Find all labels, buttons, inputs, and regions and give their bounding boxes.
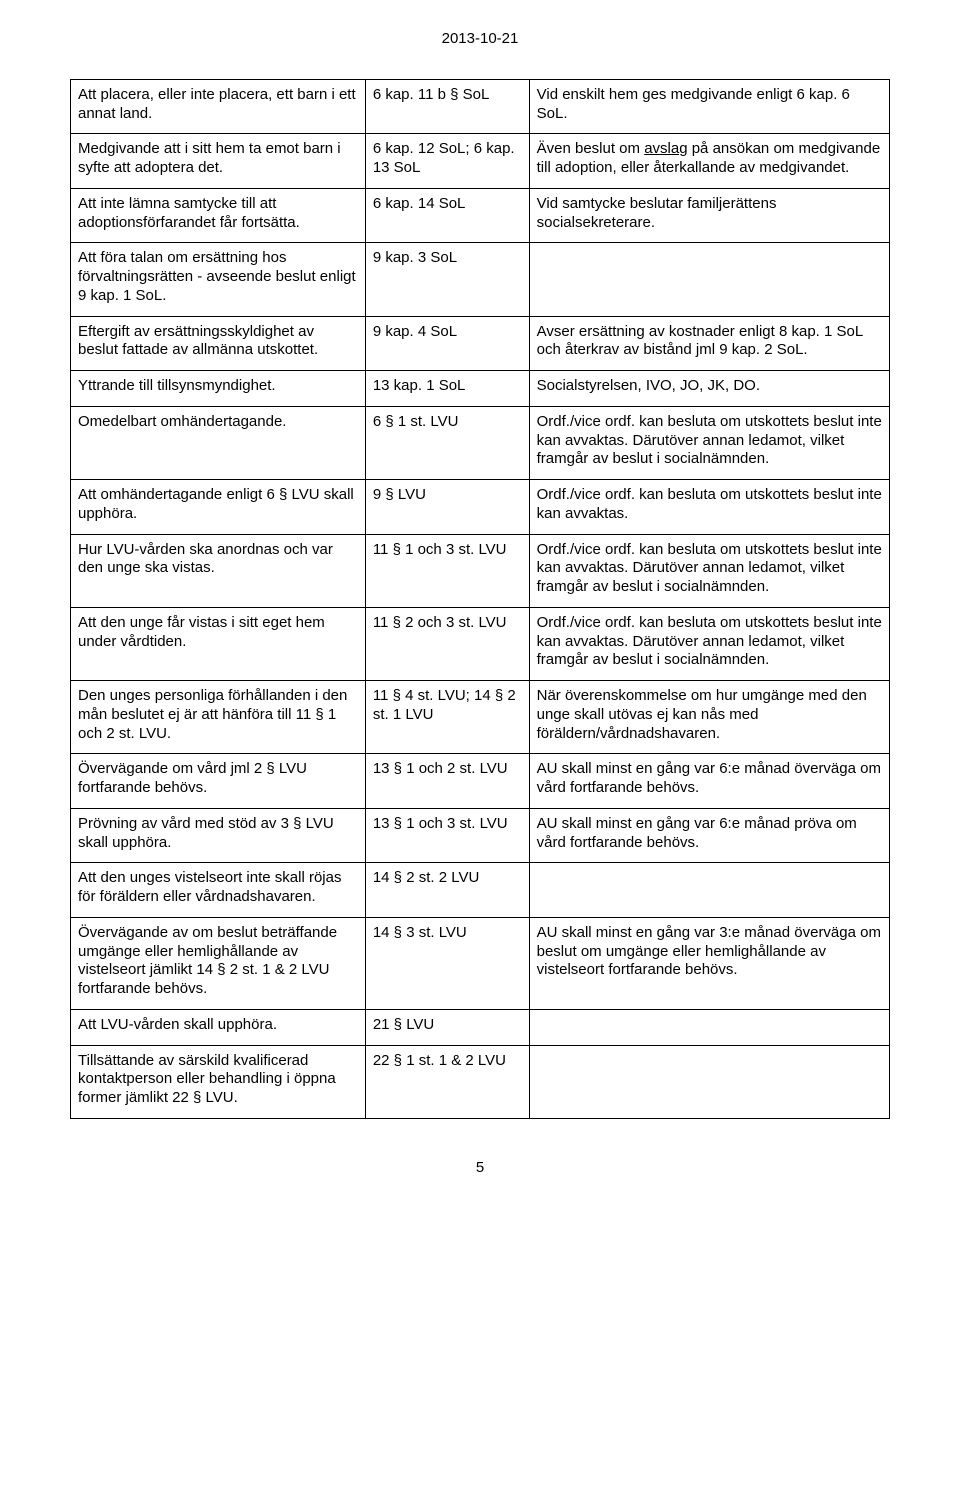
cell-matter: Tillsättande av särskild kvalificerad ko… — [71, 1045, 366, 1118]
cell-matter: Hur LVU-vården ska anordnas och var den … — [71, 534, 366, 607]
cell-note: Ordf./vice ordf. kan besluta om utskotte… — [529, 607, 889, 680]
cell-matter: Eftergift av ersättningsskyldighet av be… — [71, 316, 366, 371]
cell-lawref: 21 § LVU — [365, 1009, 529, 1045]
cell-matter: Den unges personliga förhållanden i den … — [71, 681, 366, 754]
table-row: Att den unge får vistas i sitt eget hem … — [71, 607, 890, 680]
cell-lawref: 9 § LVU — [365, 480, 529, 535]
cell-matter: Yttrande till tillsynsmyndighet. — [71, 371, 366, 407]
table-row: Att omhändertagande enligt 6 § LVU skall… — [71, 480, 890, 535]
cell-matter: Att omhändertagande enligt 6 § LVU skall… — [71, 480, 366, 535]
cell-note — [529, 1045, 889, 1118]
note-underline: avslag — [644, 140, 687, 157]
table-row: Den unges personliga förhållanden i den … — [71, 681, 890, 754]
cell-note: AU skall minst en gång var 6:e månad prö… — [529, 808, 889, 863]
cell-lawref: 22 § 1 st. 1 & 2 LVU — [365, 1045, 529, 1118]
cell-matter: Prövning av vård med stöd av 3 § LVU ska… — [71, 808, 366, 863]
cell-note: När överenskommelse om hur umgänge med d… — [529, 681, 889, 754]
cell-lawref: 13 § 1 och 3 st. LVU — [365, 808, 529, 863]
page: 2013-10-21 Att placera, eller inte place… — [0, 0, 960, 1218]
cell-matter: Att föra talan om ersättning hos förvalt… — [71, 243, 366, 316]
table-row: Att den unges vistelseort inte skall röj… — [71, 863, 890, 918]
table-row: Övervägande av om beslut beträffande umg… — [71, 917, 890, 1009]
cell-note: Vid enskilt hem ges medgivande enligt 6 … — [529, 79, 889, 134]
table-row: Att placera, eller inte placera, ett bar… — [71, 79, 890, 134]
page-number: 5 — [70, 1159, 890, 1178]
cell-lawref: 11 § 2 och 3 st. LVU — [365, 607, 529, 680]
cell-lawref: 6 kap. 11 b § SoL — [365, 79, 529, 134]
cell-lawref: 11 § 4 st. LVU; 14 § 2 st. 1 LVU — [365, 681, 529, 754]
table-row: Att LVU-vården skall upphöra.21 § LVU — [71, 1009, 890, 1045]
cell-matter: Att den unges vistelseort inte skall röj… — [71, 863, 366, 918]
table-row: Eftergift av ersättningsskyldighet av be… — [71, 316, 890, 371]
cell-note: Ordf./vice ordf. kan besluta om utskotte… — [529, 480, 889, 535]
cell-note: Socialstyrelsen, IVO, JO, JK, DO. — [529, 371, 889, 407]
cell-matter: Övervägande av om beslut beträffande umg… — [71, 917, 366, 1009]
cell-matter: Att placera, eller inte placera, ett bar… — [71, 79, 366, 134]
cell-lawref: 9 kap. 3 SoL — [365, 243, 529, 316]
table-body: Att placera, eller inte placera, ett bar… — [71, 79, 890, 1118]
table-row: Tillsättande av särskild kvalificerad ko… — [71, 1045, 890, 1118]
cell-lawref: 9 kap. 4 SoL — [365, 316, 529, 371]
document-date: 2013-10-21 — [70, 30, 890, 49]
cell-note: Ordf./vice ordf. kan besluta om utskotte… — [529, 406, 889, 479]
cell-lawref: 13 § 1 och 2 st. LVU — [365, 754, 529, 809]
cell-note: AU skall minst en gång var 3:e månad öve… — [529, 917, 889, 1009]
cell-lawref: 6 kap. 12 SoL; 6 kap. 13 SoL — [365, 134, 529, 189]
cell-note — [529, 863, 889, 918]
cell-lawref: 11 § 1 och 3 st. LVU — [365, 534, 529, 607]
delegation-table: Att placera, eller inte placera, ett bar… — [70, 79, 890, 1119]
cell-note: AU skall minst en gång var 6:e månad öve… — [529, 754, 889, 809]
cell-lawref: 6 kap. 14 SoL — [365, 188, 529, 243]
cell-note: Avser ersättning av kostnader enligt 8 k… — [529, 316, 889, 371]
cell-matter: Att LVU-vården skall upphöra. — [71, 1009, 366, 1045]
cell-note: Vid samtycke beslutar familjerättens soc… — [529, 188, 889, 243]
table-row: Yttrande till tillsynsmyndighet.13 kap. … — [71, 371, 890, 407]
table-row: Övervägande om vård jml 2 § LVU fortfara… — [71, 754, 890, 809]
table-row: Att föra talan om ersättning hos förvalt… — [71, 243, 890, 316]
table-row: Hur LVU-vården ska anordnas och var den … — [71, 534, 890, 607]
cell-matter: Omedelbart omhändertagande. — [71, 406, 366, 479]
cell-matter: Att den unge får vistas i sitt eget hem … — [71, 607, 366, 680]
cell-note — [529, 243, 889, 316]
cell-lawref: 6 § 1 st. LVU — [365, 406, 529, 479]
cell-lawref: 14 § 2 st. 2 LVU — [365, 863, 529, 918]
cell-matter: Att inte lämna samtycke till att adoptio… — [71, 188, 366, 243]
table-row: Medgivande att i sitt hem ta emot barn i… — [71, 134, 890, 189]
cell-note: Även beslut om avslag på ansökan om medg… — [529, 134, 889, 189]
table-row: Prövning av vård med stöd av 3 § LVU ska… — [71, 808, 890, 863]
cell-note: Ordf./vice ordf. kan besluta om utskotte… — [529, 534, 889, 607]
table-row: Att inte lämna samtycke till att adoptio… — [71, 188, 890, 243]
cell-note — [529, 1009, 889, 1045]
cell-matter: Övervägande om vård jml 2 § LVU fortfara… — [71, 754, 366, 809]
cell-lawref: 14 § 3 st. LVU — [365, 917, 529, 1009]
cell-matter: Medgivande att i sitt hem ta emot barn i… — [71, 134, 366, 189]
table-row: Omedelbart omhändertagande.6 § 1 st. LVU… — [71, 406, 890, 479]
cell-lawref: 13 kap. 1 SoL — [365, 371, 529, 407]
note-text: Även beslut om — [537, 140, 645, 157]
